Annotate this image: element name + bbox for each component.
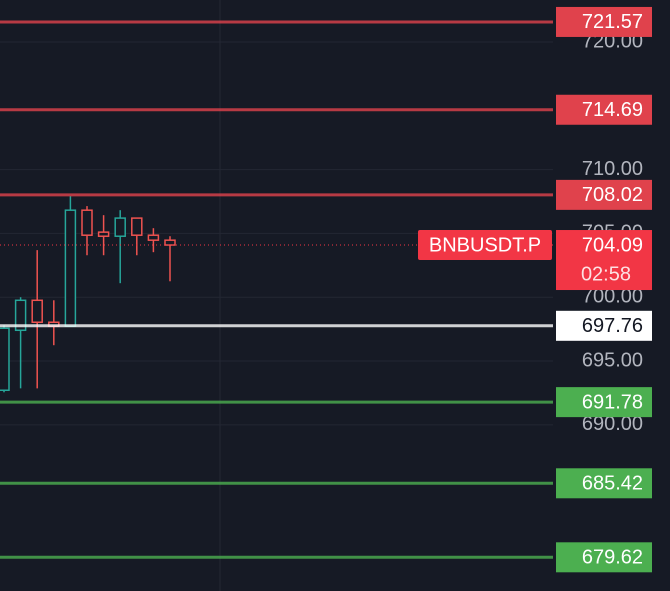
y-tick-label: 710.00: [582, 158, 643, 180]
level-label-box: [556, 94, 652, 125]
candle-body: [81, 209, 93, 236]
candle-body: [131, 217, 143, 236]
level-label: 691.78: [582, 391, 643, 413]
candle-body: [0, 327, 10, 392]
candle-body: [147, 234, 160, 241]
level-label: 721.57: [582, 11, 643, 33]
level-label-box: [556, 310, 652, 341]
level-label: 708.02: [582, 184, 643, 206]
level-label-box: [556, 387, 652, 418]
candle-body: [97, 231, 110, 237]
y-tick-label: 695.00: [582, 349, 643, 371]
price-label: 704.09: [582, 234, 643, 256]
level-label: 714.69: [582, 99, 643, 121]
level-label-box: [556, 179, 652, 210]
candle-body: [14, 299, 27, 332]
candle-body: [31, 299, 43, 323]
candle-body: [64, 209, 77, 327]
level-label: 685.42: [582, 473, 643, 495]
level-label: 679.62: [582, 547, 643, 569]
level-label: 697.76: [582, 315, 643, 337]
y-tick-label: 690.00: [582, 413, 643, 435]
price-box: [556, 230, 652, 291]
y-tick-label: 700.00: [582, 286, 643, 308]
symbol-box: [418, 230, 552, 261]
level-label-box: [556, 468, 652, 499]
candle-body: [114, 217, 126, 237]
countdown-label: 02:58: [581, 263, 631, 285]
level-label-box: [556, 542, 652, 573]
candle-body: [164, 239, 176, 246]
symbol-label: BNBUSDT.P: [429, 234, 541, 256]
level-label-box: [556, 6, 652, 37]
